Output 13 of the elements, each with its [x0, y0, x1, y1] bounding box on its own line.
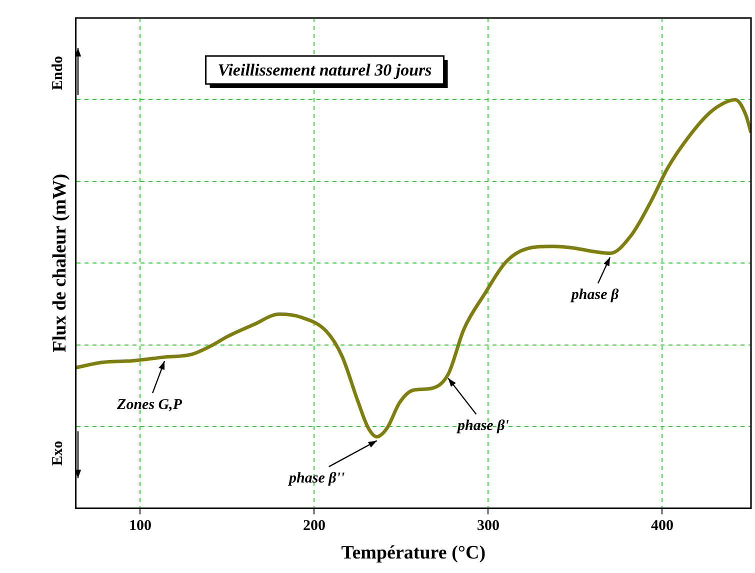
y-axis-title: Flux de chaleur (mW): [49, 174, 70, 352]
x-tick-label: 200: [302, 518, 326, 534]
x-tick-label: 400: [651, 518, 674, 534]
annotation: phase β: [569, 287, 619, 304]
annotation: phase β': [455, 418, 509, 434]
chart-title: Vieillissement naturel 30 jours: [218, 60, 432, 80]
annotation: phase β'': [287, 470, 345, 487]
x-axis-title: Température (°C): [341, 542, 486, 564]
text: Endo: [50, 56, 66, 90]
annotation: Zones G,P: [116, 396, 183, 413]
text: Exo: [50, 440, 66, 466]
x-tick-label: 300: [476, 518, 500, 534]
x-tick-label: 100: [128, 518, 152, 534]
